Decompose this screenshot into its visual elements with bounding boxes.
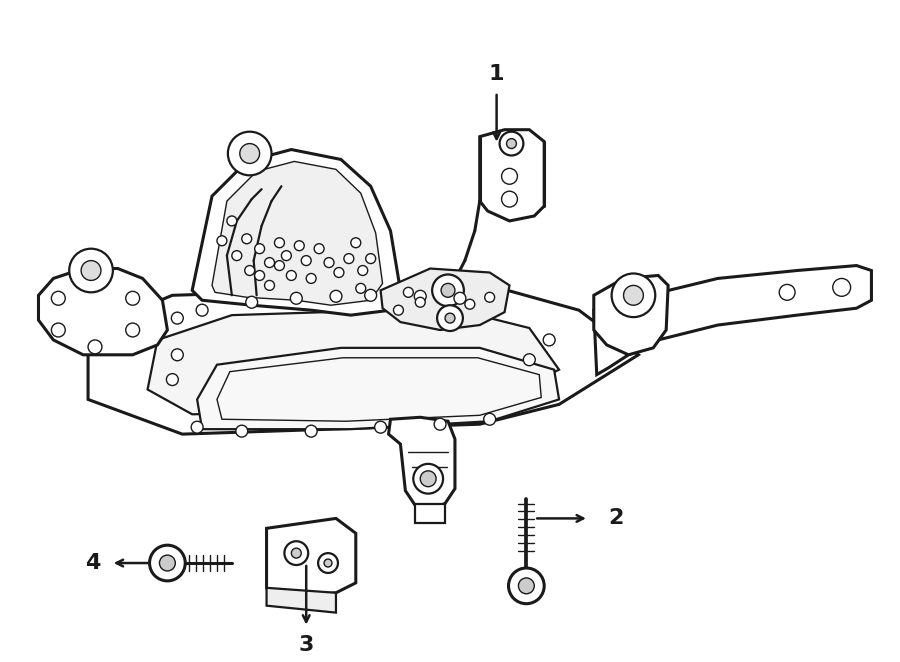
Circle shape	[228, 132, 272, 175]
Circle shape	[365, 254, 375, 263]
Circle shape	[413, 464, 443, 494]
Circle shape	[255, 244, 265, 254]
Polygon shape	[212, 162, 382, 305]
Circle shape	[324, 559, 332, 567]
Circle shape	[524, 354, 536, 365]
Polygon shape	[266, 588, 336, 612]
Circle shape	[284, 542, 308, 565]
Circle shape	[81, 261, 101, 281]
Polygon shape	[480, 130, 544, 221]
Circle shape	[51, 323, 66, 337]
Circle shape	[445, 313, 455, 323]
Circle shape	[420, 471, 436, 487]
Circle shape	[191, 421, 203, 433]
Circle shape	[318, 553, 338, 573]
Circle shape	[159, 555, 176, 571]
Circle shape	[239, 144, 259, 164]
Circle shape	[437, 305, 463, 331]
Polygon shape	[193, 150, 400, 315]
Circle shape	[414, 291, 427, 303]
Polygon shape	[39, 269, 167, 355]
Circle shape	[302, 256, 311, 265]
Polygon shape	[148, 308, 559, 414]
Circle shape	[356, 283, 365, 293]
Circle shape	[518, 578, 535, 594]
Circle shape	[242, 234, 252, 244]
Text: 1: 1	[489, 64, 504, 84]
Text: 3: 3	[299, 636, 314, 655]
Circle shape	[358, 265, 368, 275]
Circle shape	[485, 293, 495, 303]
Circle shape	[344, 254, 354, 263]
Circle shape	[393, 305, 403, 315]
Text: 4: 4	[86, 553, 101, 573]
Circle shape	[227, 216, 237, 226]
Circle shape	[314, 244, 324, 254]
Circle shape	[286, 271, 296, 281]
Circle shape	[149, 545, 185, 581]
Circle shape	[255, 271, 265, 281]
Circle shape	[292, 548, 302, 558]
Polygon shape	[381, 269, 509, 330]
Circle shape	[294, 241, 304, 251]
Text: 2: 2	[608, 508, 624, 528]
Circle shape	[166, 373, 178, 385]
Circle shape	[483, 413, 496, 425]
Circle shape	[624, 285, 644, 305]
Circle shape	[501, 191, 518, 207]
Circle shape	[501, 168, 518, 184]
Circle shape	[305, 425, 317, 437]
Circle shape	[236, 425, 248, 437]
Polygon shape	[389, 417, 455, 508]
Circle shape	[434, 418, 446, 430]
Circle shape	[306, 273, 316, 283]
Circle shape	[454, 293, 466, 305]
Polygon shape	[88, 285, 638, 434]
Circle shape	[403, 287, 413, 297]
Circle shape	[500, 132, 524, 156]
Circle shape	[291, 293, 302, 305]
Circle shape	[374, 421, 386, 433]
Circle shape	[364, 289, 376, 301]
Circle shape	[330, 291, 342, 303]
Circle shape	[265, 281, 274, 291]
Circle shape	[196, 305, 208, 316]
Circle shape	[432, 275, 464, 307]
Circle shape	[171, 349, 184, 361]
Circle shape	[69, 249, 112, 293]
Circle shape	[265, 258, 274, 267]
Polygon shape	[266, 518, 356, 598]
Circle shape	[334, 267, 344, 277]
Circle shape	[507, 138, 517, 148]
Circle shape	[832, 279, 850, 297]
Circle shape	[88, 340, 102, 354]
Polygon shape	[594, 275, 668, 355]
Circle shape	[232, 251, 242, 261]
Circle shape	[324, 258, 334, 267]
Circle shape	[126, 323, 140, 337]
Polygon shape	[415, 504, 445, 524]
Circle shape	[245, 265, 255, 275]
Circle shape	[171, 312, 184, 324]
Circle shape	[415, 297, 425, 307]
Circle shape	[508, 568, 544, 604]
Polygon shape	[594, 265, 871, 375]
Circle shape	[246, 297, 257, 308]
Circle shape	[351, 238, 361, 248]
Circle shape	[282, 251, 292, 261]
Circle shape	[126, 291, 140, 305]
Circle shape	[217, 236, 227, 246]
Circle shape	[274, 238, 284, 248]
Circle shape	[612, 273, 655, 317]
Circle shape	[274, 261, 284, 271]
Circle shape	[465, 299, 475, 309]
Circle shape	[544, 334, 555, 346]
Polygon shape	[197, 348, 559, 429]
Circle shape	[779, 285, 795, 301]
Circle shape	[441, 283, 455, 297]
Circle shape	[51, 291, 66, 305]
